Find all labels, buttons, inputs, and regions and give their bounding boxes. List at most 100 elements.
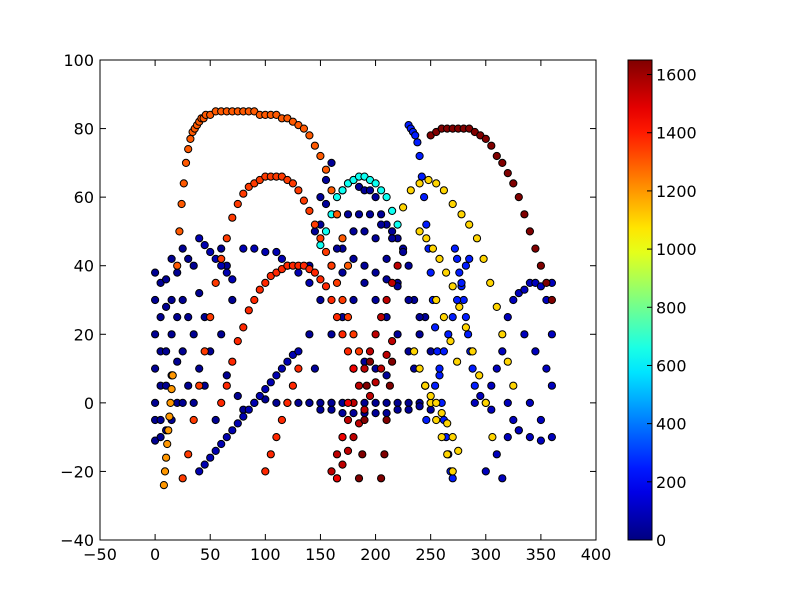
x-tick-label: 350: [526, 545, 557, 564]
data-point: [305, 131, 314, 140]
data-point: [321, 247, 331, 257]
data-point: [228, 357, 237, 366]
data-point: [162, 453, 171, 462]
data-point: [426, 391, 435, 401]
data-point: [217, 261, 226, 270]
data-point: [439, 186, 448, 195]
data-point: [316, 193, 325, 202]
data-point: [250, 244, 259, 253]
data-point: [277, 415, 286, 425]
data-point: [377, 186, 386, 195]
data-point: [255, 285, 264, 294]
data-point: [492, 151, 501, 161]
data-point: [167, 295, 176, 305]
data-point: [388, 206, 397, 215]
data-point: [189, 415, 198, 425]
data-point: [380, 450, 389, 459]
y-tick-label: −20: [60, 462, 94, 481]
data-point: [299, 196, 308, 205]
data-point: [547, 330, 557, 339]
data-point: [413, 138, 422, 147]
data-point: [365, 186, 375, 195]
data-point: [457, 278, 466, 287]
data-point: [151, 398, 160, 407]
data-point: [404, 405, 413, 414]
data-point: [184, 450, 193, 459]
data-point: [488, 433, 497, 442]
data-point: [448, 433, 457, 442]
data-point: [382, 295, 391, 305]
data-point: [305, 398, 314, 407]
data-point: [450, 244, 459, 253]
data-point: [431, 323, 440, 332]
data-point: [200, 460, 209, 469]
data-point: [422, 234, 431, 243]
data-point: [217, 330, 226, 339]
data-point: [310, 220, 319, 229]
data-point: [448, 199, 457, 209]
data-point: [250, 295, 259, 305]
data-point: [415, 313, 424, 322]
data-point: [211, 446, 220, 455]
data-point: [365, 347, 375, 356]
data-point: [165, 412, 174, 421]
data-point: [410, 347, 419, 356]
data-point: [498, 474, 507, 483]
data-point: [531, 244, 540, 253]
data-point: [244, 405, 253, 414]
data-point: [520, 285, 529, 294]
data-point: [354, 347, 364, 356]
colorbar-gradient: [627, 59, 653, 541]
data-point: [294, 268, 303, 277]
data-point: [272, 398, 281, 407]
colorbar-tick-label: 400: [656, 415, 687, 434]
data-point: [349, 364, 358, 373]
data-point: [175, 227, 184, 236]
data-point: [421, 381, 430, 390]
data-point: [439, 347, 448, 356]
x-tick-label: 100: [250, 545, 281, 564]
data-point: [217, 439, 226, 449]
data-point: [343, 398, 353, 407]
data-point: [327, 295, 336, 305]
data-point: [222, 433, 231, 442]
data-point: [178, 244, 187, 253]
data-point: [365, 357, 375, 366]
data-point: [310, 141, 319, 150]
data-point: [365, 210, 375, 219]
data-point: [151, 295, 160, 305]
data-point: [179, 179, 188, 188]
data-point: [457, 210, 466, 219]
data-point: [162, 275, 171, 284]
data-point: [332, 278, 342, 287]
data-point: [332, 244, 342, 253]
data-point: [343, 446, 353, 455]
y-tick-label: 60: [74, 188, 94, 207]
data-point: [399, 247, 408, 257]
y-tick-label: −40: [60, 531, 94, 550]
data-point: [327, 330, 336, 339]
data-point: [426, 268, 435, 277]
x-tick-label: 400: [581, 545, 612, 564]
data-point: [443, 419, 452, 428]
data-point: [228, 213, 237, 222]
data-point: [509, 295, 518, 305]
data-point: [299, 124, 308, 133]
data-point: [536, 436, 546, 445]
data-point: [173, 268, 182, 277]
data-point: [360, 364, 369, 373]
data-point: [503, 398, 512, 407]
data-point: [520, 210, 529, 219]
data-point: [448, 467, 457, 476]
data-point: [448, 474, 457, 483]
data-point: [422, 220, 431, 229]
data-point: [481, 134, 490, 143]
data-point: [487, 405, 496, 414]
data-point: [272, 247, 281, 257]
data-point: [272, 371, 281, 380]
data-point: [327, 398, 336, 407]
data-point: [371, 234, 380, 243]
data-point: [178, 474, 187, 483]
data-point: [338, 409, 347, 418]
data-point: [332, 313, 342, 322]
